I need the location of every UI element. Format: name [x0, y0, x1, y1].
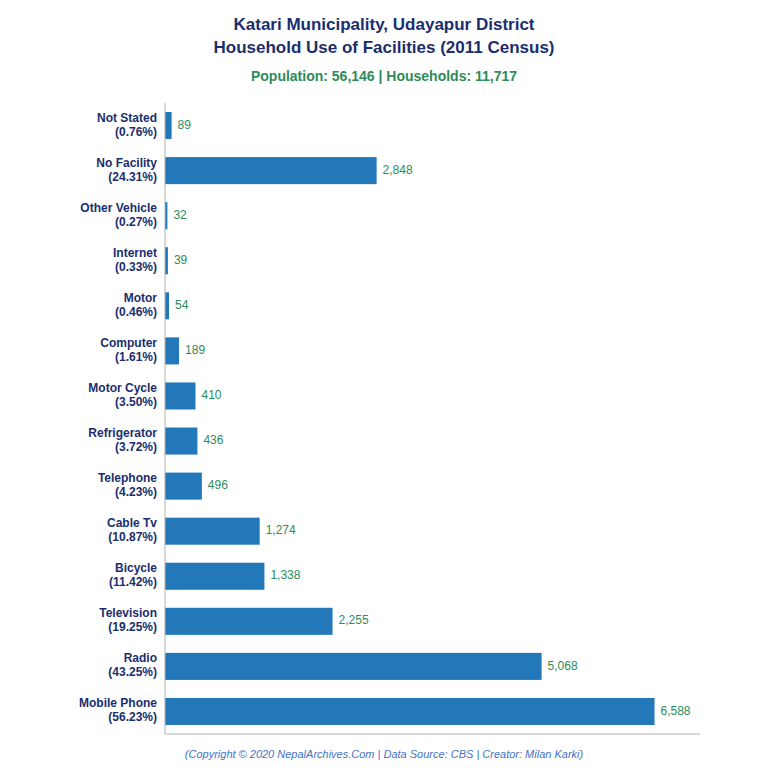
bar: [165, 112, 172, 139]
y-tick-label: Bicycle(11.42%): [109, 561, 157, 589]
y-axis-line: [165, 103, 166, 734]
data-label: 189: [185, 343, 205, 357]
subtitle: Population: 56,146 | Households: 11,717: [251, 68, 517, 84]
data-label: 89: [178, 118, 192, 132]
data-label: 436: [203, 433, 223, 447]
footer: (Copyright © 2020 NepalArchives.Com | Da…: [185, 748, 584, 760]
y-tick-label: Television(19.25%): [99, 606, 157, 634]
bar: [165, 698, 655, 725]
y-tick-label: Motor Cycle(3.50%): [88, 381, 157, 409]
bar: [165, 518, 260, 545]
data-labels: 6,588 5,068 2,255 1,338 1,274 496 436 410 189 54 3…: [173, 118, 691, 718]
y-tick-label: Computer(1.61%): [100, 336, 157, 364]
y-tick-label: Motor(0.46%): [115, 291, 157, 319]
title: Katari Municipality, Udayapur DistrictHo…: [213, 15, 554, 57]
y-tick-label: Internet(0.33%): [113, 246, 157, 274]
bar: [165, 473, 202, 500]
bar: [165, 157, 377, 184]
chart: Katari Municipality, Udayapur DistrictHo…: [0, 0, 768, 768]
y-tick-label: Refrigerator(3.72%): [88, 426, 157, 454]
x-axis-line: [165, 734, 700, 735]
data-label: 54: [175, 298, 189, 312]
bar: [165, 428, 197, 455]
bar: [165, 563, 264, 590]
data-label: 1,274: [266, 523, 296, 537]
y-tick-label: Telephone(4.23%): [98, 471, 157, 499]
data-label: 1,338: [270, 568, 300, 582]
y-tick-label: No Facility(24.31%): [96, 156, 157, 184]
data-label: 2,848: [383, 163, 413, 177]
bar: [165, 653, 542, 680]
bars: [165, 112, 655, 725]
y-tick-label: Radio(43.25%): [108, 652, 157, 680]
bar: [165, 608, 333, 635]
data-label: 6,588: [661, 704, 691, 718]
bar: [165, 382, 195, 409]
data-label: 410: [201, 388, 221, 402]
data-label: 5,068: [548, 659, 578, 673]
y-tick-label: Cable Tv(10.87%): [107, 516, 157, 544]
background: [0, 0, 768, 768]
data-label: 2,255: [339, 613, 369, 627]
bar: [165, 292, 169, 319]
bar: [165, 337, 179, 364]
y-tick-labels: Mobile Phone(56.23%) Radio(43.25%) Televis…: [79, 111, 157, 725]
data-label: 39: [174, 253, 188, 267]
data-label: 32: [173, 208, 187, 222]
data-label: 496: [208, 478, 228, 492]
y-tick-label: Mobile Phone(56.23%): [79, 697, 157, 725]
y-tick-label: Other Vehicle(0.27%): [80, 201, 157, 229]
y-tick-label: Not Stated(0.76%): [97, 111, 157, 139]
